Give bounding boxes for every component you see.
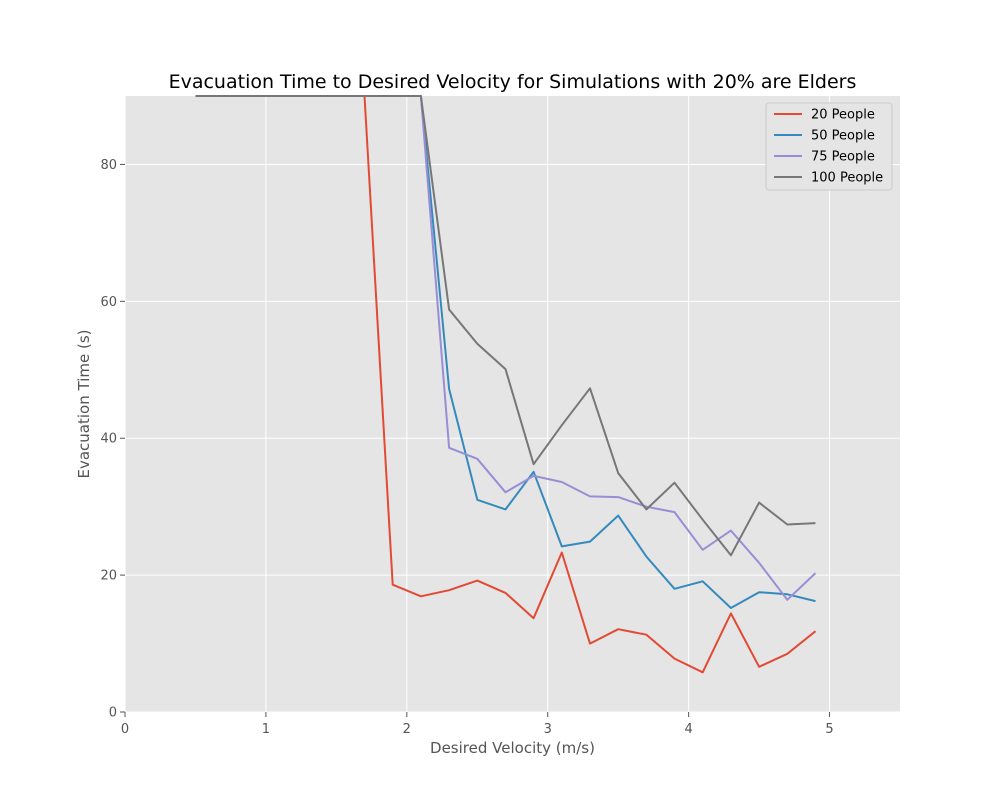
x-tick-label: 2 — [403, 722, 411, 737]
legend-box — [765, 102, 893, 191]
series-lines — [195, 95, 817, 674]
legend: 20 People 50 People 75 People 100 People — [765, 102, 893, 191]
plot-area — [125, 96, 900, 712]
x-tick-label: 4 — [684, 722, 692, 737]
x-tick-label: 0 — [121, 722, 129, 737]
series-line-4 — [195, 95, 816, 557]
x-tick-label: 3 — [544, 722, 552, 737]
y-tick-label: 60 — [100, 295, 117, 310]
legend-label: 20 People — [811, 108, 875, 123]
x-tick-label: 1 — [262, 722, 270, 737]
legend-label: 50 People — [811, 129, 875, 144]
legend-label: 100 People — [811, 171, 883, 186]
y-axis-label: Evacuation Time (s) — [75, 330, 93, 479]
y-tick-label: 0 — [109, 706, 117, 721]
y-tick-label: 40 — [100, 432, 117, 447]
y-tick-label: 20 — [100, 569, 117, 584]
legend-label: 75 People — [811, 150, 875, 165]
x-axis-label: Desired Velocity (m/s) — [430, 739, 595, 757]
y-tick-label: 80 — [100, 158, 117, 173]
axis-ticks: 0 1 2 3 4 5 0 20 40 60 80 — [100, 158, 833, 737]
chart-title: Evacuation Time to Desired Velocity for … — [169, 71, 857, 93]
x-tick-label: 5 — [825, 722, 833, 737]
